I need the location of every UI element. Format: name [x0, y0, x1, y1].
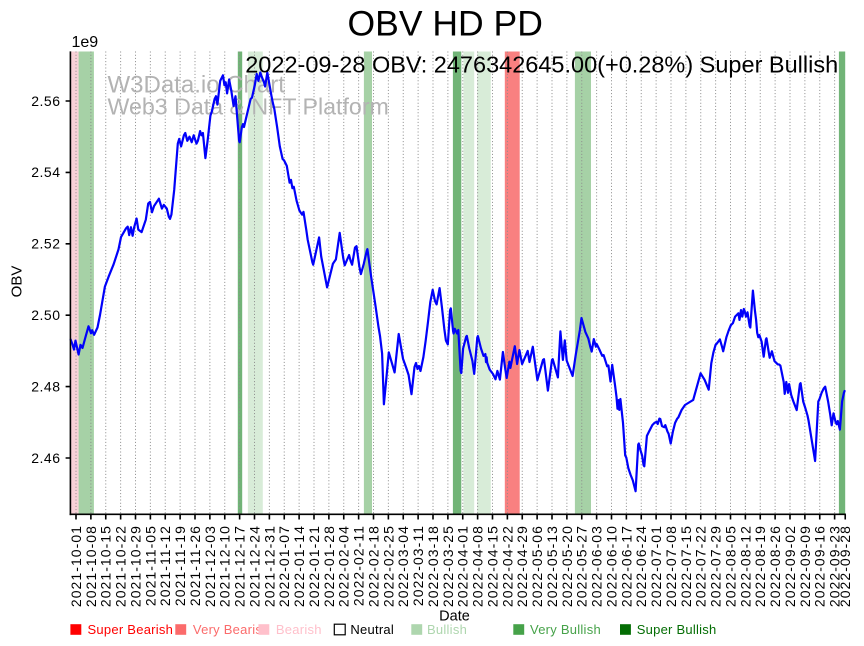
svg-text:2022-03-11: 2022-03-11 — [410, 525, 426, 606]
svg-text:Very Bearish: Very Bearish — [193, 622, 270, 637]
svg-text:2022-09-28: 2022-09-28 — [837, 525, 853, 607]
svg-text:2021-12-24: 2021-12-24 — [246, 525, 262, 607]
svg-text:2022-06-17: 2022-06-17 — [618, 525, 634, 607]
svg-text:2021-10-08: 2021-10-08 — [83, 525, 99, 607]
svg-text:Very Bullish: Very Bullish — [530, 622, 601, 637]
svg-text:2021-11-05: 2021-11-05 — [142, 525, 158, 606]
svg-text:2022-01-21: 2022-01-21 — [306, 525, 322, 607]
svg-text:2022-02-18: 2022-02-18 — [365, 525, 381, 607]
svg-text:2022-02-04: 2022-02-04 — [336, 525, 352, 607]
svg-text:2021-12-17: 2021-12-17 — [232, 525, 248, 607]
svg-text:Neutral: Neutral — [350, 622, 394, 637]
svg-text:OBV HD PD: OBV HD PD — [348, 4, 543, 44]
svg-text:2022-04-01: 2022-04-01 — [455, 525, 471, 607]
svg-text:2022-06-03: 2022-06-03 — [589, 525, 605, 607]
svg-text:2022-06-10: 2022-06-10 — [603, 525, 619, 607]
svg-text:2021-11-19: 2021-11-19 — [172, 525, 188, 606]
svg-text:2022-04-29: 2022-04-29 — [514, 525, 530, 607]
svg-text:2022-07-01: 2022-07-01 — [648, 525, 664, 607]
svg-text:2022-07-15: 2022-07-15 — [678, 525, 694, 607]
svg-text:2.46: 2.46 — [31, 450, 60, 466]
svg-text:2022-09-28 OBV: 2476342645.00(: 2022-09-28 OBV: 2476342645.00(+0.28%) Su… — [245, 52, 838, 78]
svg-text:Bullish: Bullish — [427, 622, 467, 637]
svg-text:2022-06-24: 2022-06-24 — [633, 525, 649, 607]
svg-text:2022-04-08: 2022-04-08 — [470, 525, 486, 607]
svg-text:2022-03-04: 2022-03-04 — [395, 525, 411, 607]
svg-text:2022-09-09: 2022-09-09 — [797, 525, 813, 607]
svg-text:2022-05-20: 2022-05-20 — [559, 525, 575, 607]
svg-text:2.54: 2.54 — [31, 164, 60, 180]
svg-text:Bearish: Bearish — [276, 622, 322, 637]
svg-text:2022-04-15: 2022-04-15 — [484, 525, 500, 607]
svg-text:2022-08-12: 2022-08-12 — [737, 525, 753, 607]
svg-text:2022-02-11: 2022-02-11 — [351, 525, 367, 606]
svg-text:1e9: 1e9 — [72, 34, 99, 51]
svg-text:2021-11-12: 2021-11-12 — [157, 525, 173, 606]
svg-text:Super Bullish: Super Bullish — [637, 622, 717, 637]
svg-text:2022-09-16: 2022-09-16 — [812, 525, 828, 607]
svg-text:Super Bearish: Super Bearish — [88, 622, 174, 637]
svg-text:2022-05-06: 2022-05-06 — [529, 525, 545, 607]
svg-text:2022-03-18: 2022-03-18 — [425, 525, 441, 607]
svg-text:2.52: 2.52 — [31, 236, 60, 252]
svg-text:2022-01-28: 2022-01-28 — [321, 525, 337, 607]
svg-text:2022-07-22: 2022-07-22 — [693, 525, 709, 607]
svg-text:2021-12-31: 2021-12-31 — [261, 525, 277, 607]
svg-text:2022-08-19: 2022-08-19 — [752, 525, 768, 607]
svg-text:2022-07-29: 2022-07-29 — [708, 525, 724, 607]
svg-text:2022-09-02: 2022-09-02 — [782, 525, 798, 607]
svg-text:2.56: 2.56 — [31, 93, 60, 109]
svg-text:2022-08-26: 2022-08-26 — [767, 525, 783, 607]
svg-text:Date: Date — [439, 609, 470, 625]
svg-text:2021-10-15: 2021-10-15 — [98, 525, 114, 607]
svg-text:OBV: OBV — [9, 266, 26, 298]
svg-text:2022-05-27: 2022-05-27 — [574, 525, 590, 607]
svg-text:2022-09-23: 2022-09-23 — [827, 525, 843, 607]
svg-text:2022-01-07: 2022-01-07 — [276, 525, 292, 607]
svg-text:2022-07-08: 2022-07-08 — [663, 525, 679, 607]
svg-text:2021-11-26: 2021-11-26 — [187, 525, 203, 606]
svg-text:2022-02-25: 2022-02-25 — [380, 525, 396, 607]
svg-text:2.50: 2.50 — [31, 307, 60, 323]
svg-text:2021-10-29: 2021-10-29 — [127, 525, 143, 607]
svg-text:2022-08-05: 2022-08-05 — [722, 525, 738, 607]
svg-text:2.48: 2.48 — [31, 378, 60, 394]
svg-text:2021-10-01: 2021-10-01 — [68, 525, 84, 607]
svg-text:2021-10-22: 2021-10-22 — [113, 525, 129, 607]
svg-text:2022-04-22: 2022-04-22 — [499, 525, 515, 607]
svg-text:2022-05-13: 2022-05-13 — [544, 525, 560, 607]
svg-text:2021-12-03: 2021-12-03 — [202, 525, 218, 607]
svg-text:2022-03-25: 2022-03-25 — [440, 525, 456, 607]
svg-text:2022-01-14: 2022-01-14 — [291, 525, 307, 607]
svg-text:2021-12-10: 2021-12-10 — [217, 525, 233, 607]
